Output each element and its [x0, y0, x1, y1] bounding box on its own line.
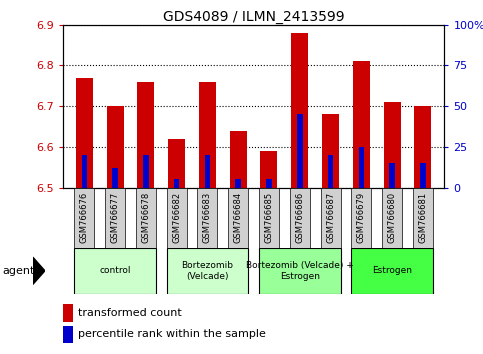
- Text: GSM766680: GSM766680: [387, 192, 397, 243]
- Bar: [74, 248, 156, 294]
- Bar: [205, 155, 210, 188]
- Bar: [384, 102, 400, 188]
- Bar: [382, 188, 402, 248]
- Text: GSM766681: GSM766681: [418, 192, 427, 243]
- Bar: [290, 188, 310, 248]
- Bar: [351, 248, 433, 294]
- Text: GSM766687: GSM766687: [326, 192, 335, 243]
- Text: Estrogen: Estrogen: [372, 266, 412, 275]
- Text: percentile rank within the sample: percentile rank within the sample: [78, 330, 266, 339]
- Bar: [322, 114, 339, 188]
- Bar: [63, 304, 73, 321]
- Bar: [230, 131, 247, 188]
- Bar: [143, 155, 149, 188]
- Bar: [260, 151, 277, 188]
- Text: GSM766685: GSM766685: [265, 192, 273, 243]
- Bar: [291, 33, 308, 188]
- Bar: [198, 188, 217, 248]
- Bar: [76, 78, 93, 188]
- Bar: [321, 188, 341, 248]
- Text: Bortezomib (Velcade) +
Estrogen: Bortezomib (Velcade) + Estrogen: [246, 261, 354, 280]
- Text: GSM766679: GSM766679: [357, 192, 366, 243]
- Text: transformed count: transformed count: [78, 308, 182, 318]
- Bar: [107, 106, 124, 188]
- Bar: [297, 114, 302, 188]
- Bar: [174, 179, 179, 188]
- Text: GSM766686: GSM766686: [295, 192, 304, 243]
- Bar: [167, 248, 248, 294]
- Polygon shape: [33, 257, 45, 285]
- Title: GDS4089 / ILMN_2413599: GDS4089 / ILMN_2413599: [163, 10, 344, 24]
- Bar: [63, 326, 73, 343]
- Bar: [235, 179, 241, 188]
- Text: GSM766684: GSM766684: [234, 192, 242, 243]
- Bar: [74, 188, 94, 248]
- Bar: [137, 82, 155, 188]
- Bar: [351, 188, 371, 248]
- Bar: [420, 163, 426, 188]
- Bar: [358, 147, 364, 188]
- Bar: [168, 139, 185, 188]
- Text: GSM766676: GSM766676: [80, 192, 89, 243]
- Bar: [167, 188, 186, 248]
- Bar: [113, 168, 118, 188]
- Text: control: control: [99, 266, 131, 275]
- Text: Bortezomib
(Velcade): Bortezomib (Velcade): [182, 261, 233, 280]
- Bar: [259, 188, 279, 248]
- Bar: [199, 82, 216, 188]
- Bar: [353, 62, 370, 188]
- Bar: [328, 155, 333, 188]
- Text: GSM766682: GSM766682: [172, 192, 181, 243]
- Bar: [414, 106, 431, 188]
- Bar: [259, 248, 341, 294]
- Text: GSM766677: GSM766677: [111, 192, 120, 243]
- Bar: [413, 188, 433, 248]
- Text: GSM766678: GSM766678: [142, 192, 150, 243]
- Text: GSM766683: GSM766683: [203, 192, 212, 243]
- Bar: [266, 179, 272, 188]
- Text: agent: agent: [2, 266, 35, 276]
- Bar: [389, 163, 395, 188]
- Bar: [82, 155, 87, 188]
- Bar: [136, 188, 156, 248]
- Bar: [228, 188, 248, 248]
- Bar: [105, 188, 125, 248]
